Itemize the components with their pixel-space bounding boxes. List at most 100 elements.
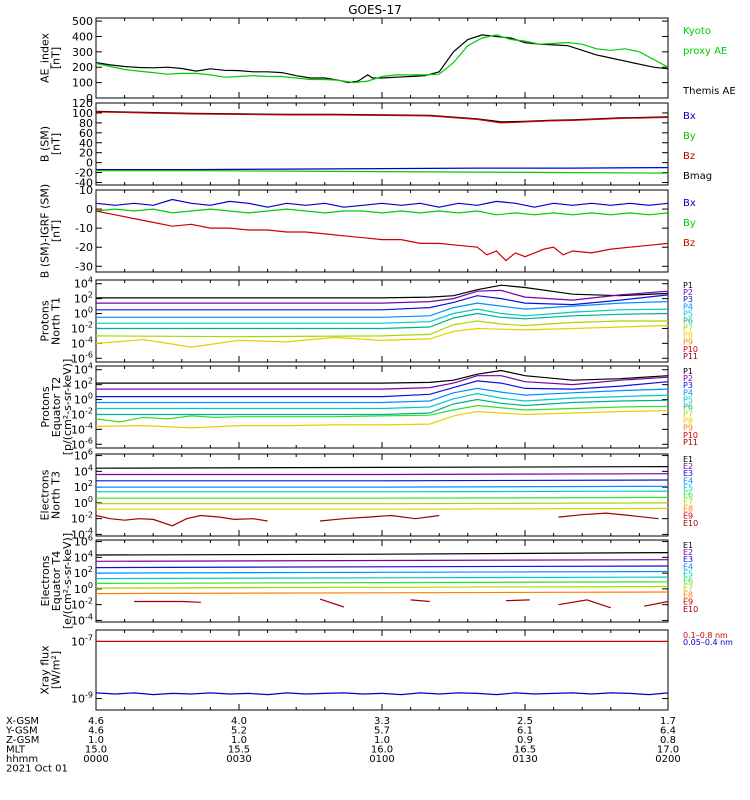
series-line-e8: [96, 507, 669, 510]
legend-label: Bx: [683, 198, 696, 209]
y-tick-label: 20: [79, 147, 93, 160]
series-line-e9e: [558, 599, 611, 609]
series-line-p5: [96, 308, 669, 324]
y-axis-label: Equator T2: [50, 377, 63, 437]
x-row-label: Z-GSM: [6, 735, 39, 746]
y-axis-label: Electrons: [39, 555, 52, 606]
legend-label: P5: [683, 309, 693, 318]
y-tick-label: 104: [74, 463, 93, 478]
x-row-value: 1.0: [88, 735, 104, 746]
legend-label: 0.1–0.8 nm: [683, 631, 728, 640]
series-line-e5: [96, 490, 669, 493]
x-row-value: 1.0: [231, 735, 247, 746]
x-row-value: 2.5: [517, 716, 533, 727]
y-tick-label: 200: [72, 61, 93, 74]
x-row-value: 17.0: [657, 745, 679, 756]
series-line-bz: [95, 210, 669, 262]
y-tick-label: 10-2: [71, 511, 93, 526]
series-line-p2: [96, 375, 669, 390]
panel-frame: [95, 17, 669, 99]
y-axis-label: AE_index: [39, 32, 52, 83]
x-row-label: X-GSM: [6, 716, 39, 727]
y-axis-label: [W/m²]: [50, 651, 63, 689]
series-line-bx: [96, 167, 669, 171]
legend-label: E3: [683, 555, 693, 564]
y-axis-label: Protons: [39, 300, 52, 341]
legend-label: P8: [683, 417, 693, 426]
legend-label: P1: [683, 367, 693, 376]
legend-label: E2: [683, 548, 693, 557]
legend-label: E7: [683, 584, 693, 593]
legend-label: E1: [683, 455, 693, 464]
series-line-p1: [96, 284, 669, 299]
y-axis-label: North T3: [50, 471, 63, 519]
series-line-p8: [95, 410, 669, 429]
legend-label: E8: [683, 591, 693, 600]
series-line-p4: [96, 387, 669, 404]
series-line-e9: [95, 514, 268, 527]
legend-label: E3: [683, 469, 693, 478]
y-tick-label: 0: [86, 92, 93, 105]
y-tick-label: 10-4: [71, 526, 93, 541]
y-tick-label: 106: [74, 448, 93, 463]
legend-label: P3: [683, 381, 693, 390]
legend-label: E7: [683, 498, 693, 507]
legend-label: P9: [683, 424, 693, 433]
legend-label: P8: [683, 331, 693, 340]
series-line-p7: [95, 404, 669, 423]
legend-label: Themis AE: [682, 86, 736, 97]
panel-frame: [95, 539, 669, 623]
x-row-value: 15.5: [228, 745, 250, 756]
x-row-value: 0030: [226, 754, 251, 765]
legend-label: P6: [683, 316, 693, 325]
series-line-p3: [96, 294, 669, 311]
series-line-p2: [96, 289, 669, 304]
legend-label: E2: [683, 462, 693, 471]
y-axis-label: [e/(cm²-s-sr-keV)]: [61, 533, 74, 629]
series-line-p7: [95, 320, 668, 338]
series-line-e5: [95, 576, 669, 580]
legend-label: P11: [683, 438, 698, 447]
x-row-value: 5.2: [231, 726, 247, 737]
legend-label: E10: [683, 605, 698, 614]
panel-frame: [95, 189, 669, 273]
y-tick-label: 10-2: [71, 406, 93, 421]
x-row-value: 15.0: [85, 745, 107, 756]
panel-frame: [95, 279, 669, 363]
series-line-p8: [95, 324, 669, 348]
panel-bigrf: -30 -20 -10 0 10 B (SM)-IGRF (SM)[nT] Bx By Bz: [39, 184, 696, 278]
legend-label: P11: [683, 352, 698, 361]
x-row-value: 0000: [83, 754, 108, 765]
series-line-e9b: [319, 514, 440, 522]
series-line-e4: [96, 485, 669, 488]
y-tick-label: 120: [72, 97, 93, 110]
series-line-e4: [95, 570, 669, 574]
y-axis-label: Xray flux: [39, 645, 52, 695]
y-tick-label: 40: [79, 137, 93, 150]
legend-label: 0.05–0.4 nm: [683, 638, 733, 647]
series-line-e9: [134, 600, 201, 603]
y-tick-label: 10-2: [71, 597, 93, 612]
panel-frame: [95, 365, 669, 449]
plot-title: GOES-17: [348, 3, 402, 17]
x-row-value: 0100: [369, 754, 394, 765]
series-line-e9f: [644, 600, 669, 607]
series-line-e9c: [410, 599, 430, 603]
x-row-value: 1.7: [660, 716, 676, 727]
series-line-e9c: [558, 512, 659, 520]
y-tick-label: -20: [75, 241, 93, 254]
y-tick-label: 104: [74, 549, 93, 564]
y-tick-label: 80: [79, 117, 93, 130]
y-tick-label: 10-6: [71, 436, 93, 451]
x-row-label: Y-GSM: [5, 726, 38, 737]
series-line-e9d: [505, 599, 530, 602]
legend-label: P6: [683, 402, 693, 411]
panel-ae: 0 100 200 300 400 500 AE_index[nT] Kyoto proxy A…: [39, 15, 736, 105]
series-line-by: [96, 170, 669, 174]
legend-label: Kyoto: [683, 26, 711, 37]
y-axis-label: Equator T4: [50, 551, 63, 611]
x-row-value: 3.3: [374, 716, 390, 727]
